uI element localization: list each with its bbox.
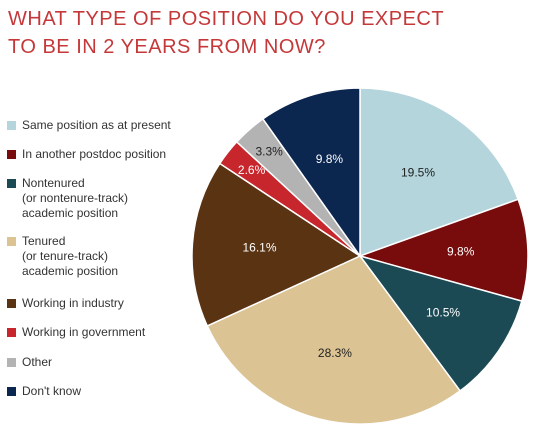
chart-title: WHAT TYPE OF POSITION DO YOU EXPECT: [8, 8, 445, 30]
legend-label: Working in industry: [22, 296, 124, 310]
legend-label: In another postdoc position: [22, 147, 167, 161]
legend-label: Same position as at present: [22, 118, 171, 132]
data-label: 10.5%: [426, 305, 460, 319]
data-label: 16.1%: [242, 240, 276, 254]
legend-swatch: [7, 299, 16, 308]
pie-slice: [261, 87, 361, 259]
legend-swatch: [7, 237, 16, 246]
pie-slice: [359, 87, 520, 258]
pie-slice: [358, 254, 523, 392]
data-label: 9.8%: [447, 245, 475, 259]
legend-swatch: [7, 387, 16, 396]
legend-swatch: [7, 328, 16, 337]
legend-swatch: [7, 121, 16, 130]
legend-label: Working in government: [22, 325, 146, 339]
data-label: 3.3%: [255, 145, 283, 159]
pie-slice: [357, 198, 529, 303]
chart-title: TO BE IN 2 YEARS FROM NOW?: [8, 36, 326, 58]
pie-slice: [206, 255, 462, 425]
legend-label: Other: [22, 355, 53, 369]
data-label: 28.3%: [318, 346, 352, 360]
legend-label: Don't know: [22, 384, 81, 398]
legend-label: Tenured (or tenure-track) academic posit…: [22, 234, 119, 278]
data-label: 19.5%: [401, 166, 435, 180]
legend-swatch: [7, 179, 16, 188]
legend-label: Nontenured (or nontenure-track) academic…: [22, 176, 129, 220]
pie-slice: [191, 162, 362, 327]
data-label: 9.8%: [316, 152, 344, 166]
data-label: 2.6%: [238, 163, 266, 177]
legend-swatch: [7, 358, 16, 367]
legend-swatch: [7, 150, 16, 159]
